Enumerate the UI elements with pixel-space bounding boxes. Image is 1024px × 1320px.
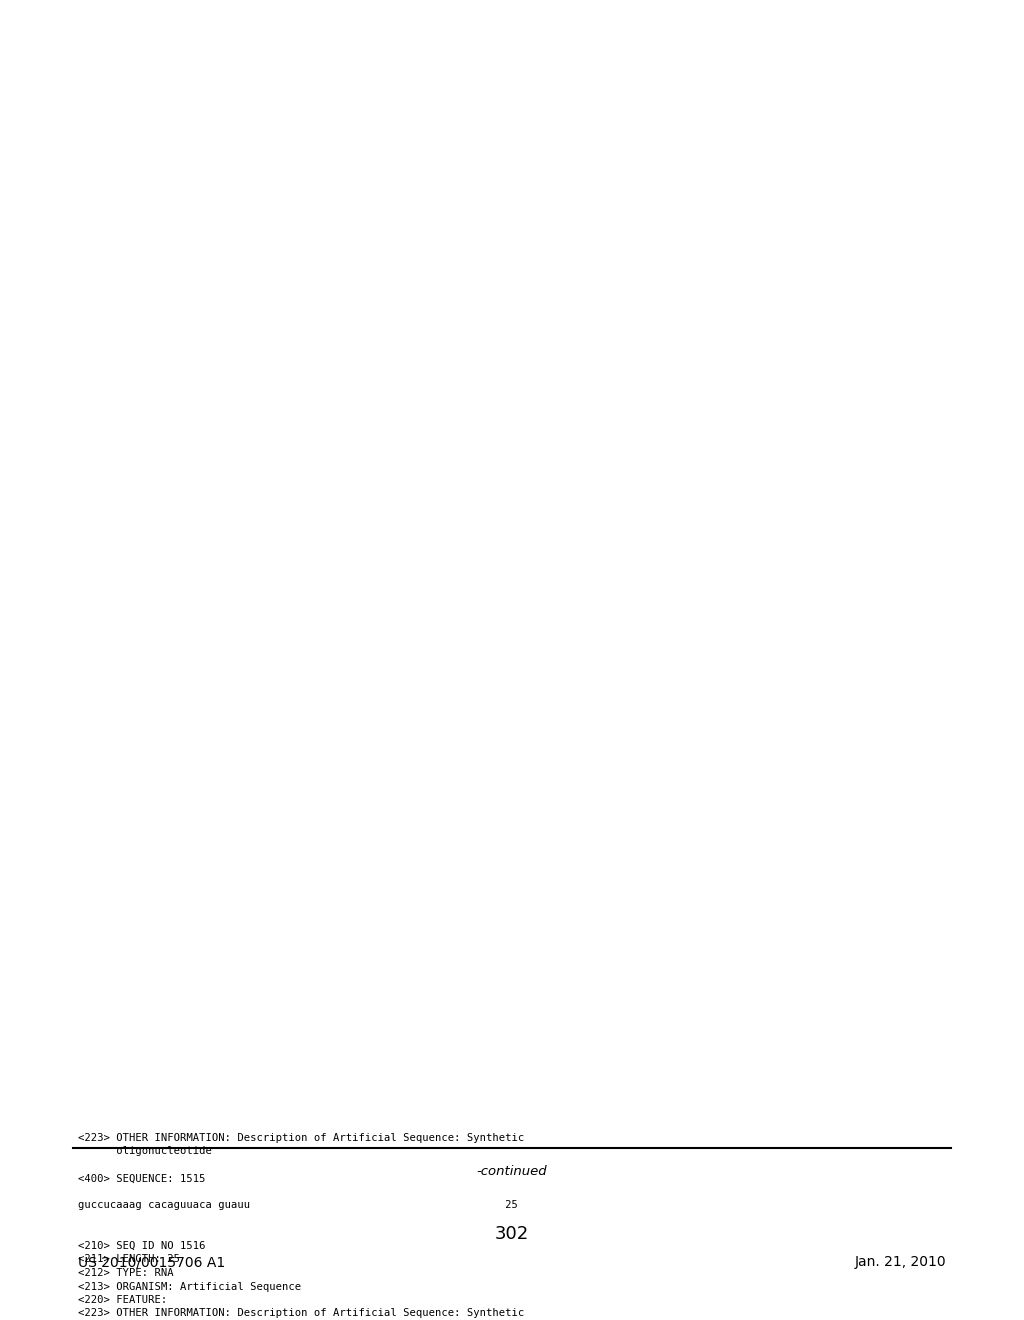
Text: guccucaaag cacaguuaca guauu                                        25: guccucaaag cacaguuaca guauu 25 xyxy=(78,1200,518,1210)
Text: <210> SEQ ID NO 1516: <210> SEQ ID NO 1516 xyxy=(78,1241,206,1251)
Text: <400> SEQUENCE: 1515: <400> SEQUENCE: 1515 xyxy=(78,1173,206,1184)
Text: <223> OTHER INFORMATION: Description of Artificial Sequence: Synthetic: <223> OTHER INFORMATION: Description of … xyxy=(78,1308,524,1319)
Text: <212> TYPE: RNA: <212> TYPE: RNA xyxy=(78,1269,174,1278)
Text: US 2010/0015706 A1: US 2010/0015706 A1 xyxy=(78,1255,225,1269)
Text: <213> ORGANISM: Artificial Sequence: <213> ORGANISM: Artificial Sequence xyxy=(78,1282,301,1291)
Text: oligonucleotide: oligonucleotide xyxy=(78,1147,212,1156)
Text: 302: 302 xyxy=(495,1225,529,1243)
Text: -continued: -continued xyxy=(477,1166,547,1177)
Text: <220> FEATURE:: <220> FEATURE: xyxy=(78,1295,167,1305)
Text: <211> LENGTH: 25: <211> LENGTH: 25 xyxy=(78,1254,180,1265)
Text: <223> OTHER INFORMATION: Description of Artificial Sequence: Synthetic: <223> OTHER INFORMATION: Description of … xyxy=(78,1133,524,1143)
Text: Jan. 21, 2010: Jan. 21, 2010 xyxy=(854,1255,946,1269)
